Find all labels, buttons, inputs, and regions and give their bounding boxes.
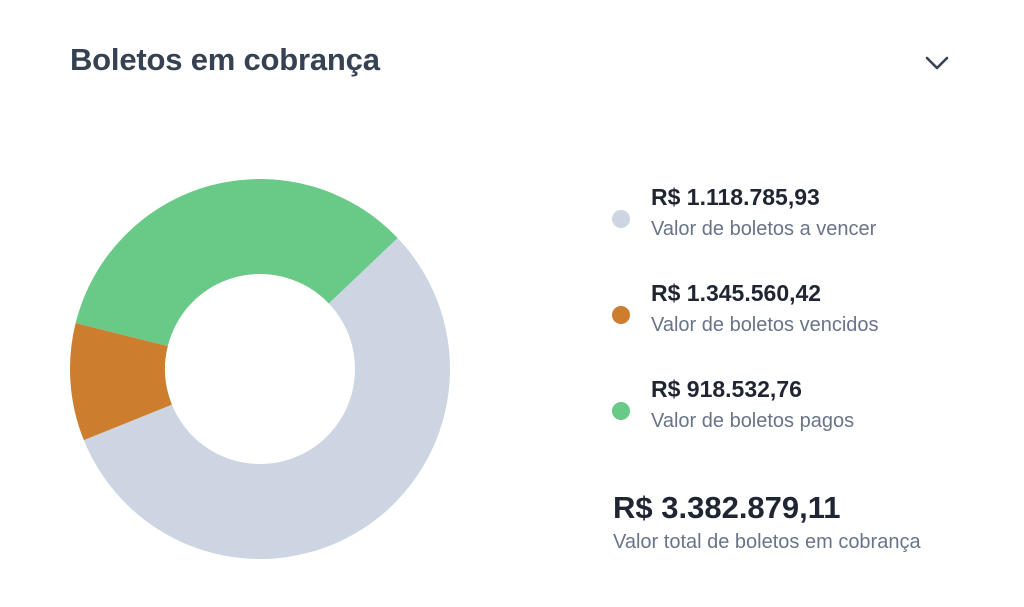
legend-value-pagos: R$ 918.532,76 [651,376,802,402]
legend-item-vencidos: R$ 1.345.560,42 Valor de boletos vencido… [612,280,992,350]
legend-label-a-vencer: Valor de boletos a vencer [651,218,877,240]
legend-value-vencidos: R$ 1.345.560,42 [651,280,822,306]
total-label: Valor total de boletos em cobrança [613,531,921,553]
legend-value-a-vencer: R$ 1.118.785,93 [651,184,820,210]
donut-slice-a-vencer[interactable] [83,237,450,559]
legend-item-a-vencer: R$ 1.118.785,93 Valor de boletos a vence… [612,184,992,254]
legend-dot-pagos [612,402,630,420]
donut-chart [58,167,462,571]
legend-dot-a-vencer [612,210,630,228]
legend-label-pagos: Valor de boletos pagos [651,410,855,432]
legend-label-vencidos: Valor de boletos vencidos [651,314,879,336]
donut-slice-vencidos[interactable] [70,323,172,441]
legend-dot-vencidos [612,306,630,324]
donut-slice-pagos[interactable] [75,179,398,347]
card-title: Boletos em cobrança [70,42,380,77]
legend-item-pagos: R$ 918.532,76 Valor de boletos pagos [612,376,992,446]
total-value: R$ 3.382.879,11 [613,490,841,525]
chevron-down-icon[interactable] [918,46,956,80]
